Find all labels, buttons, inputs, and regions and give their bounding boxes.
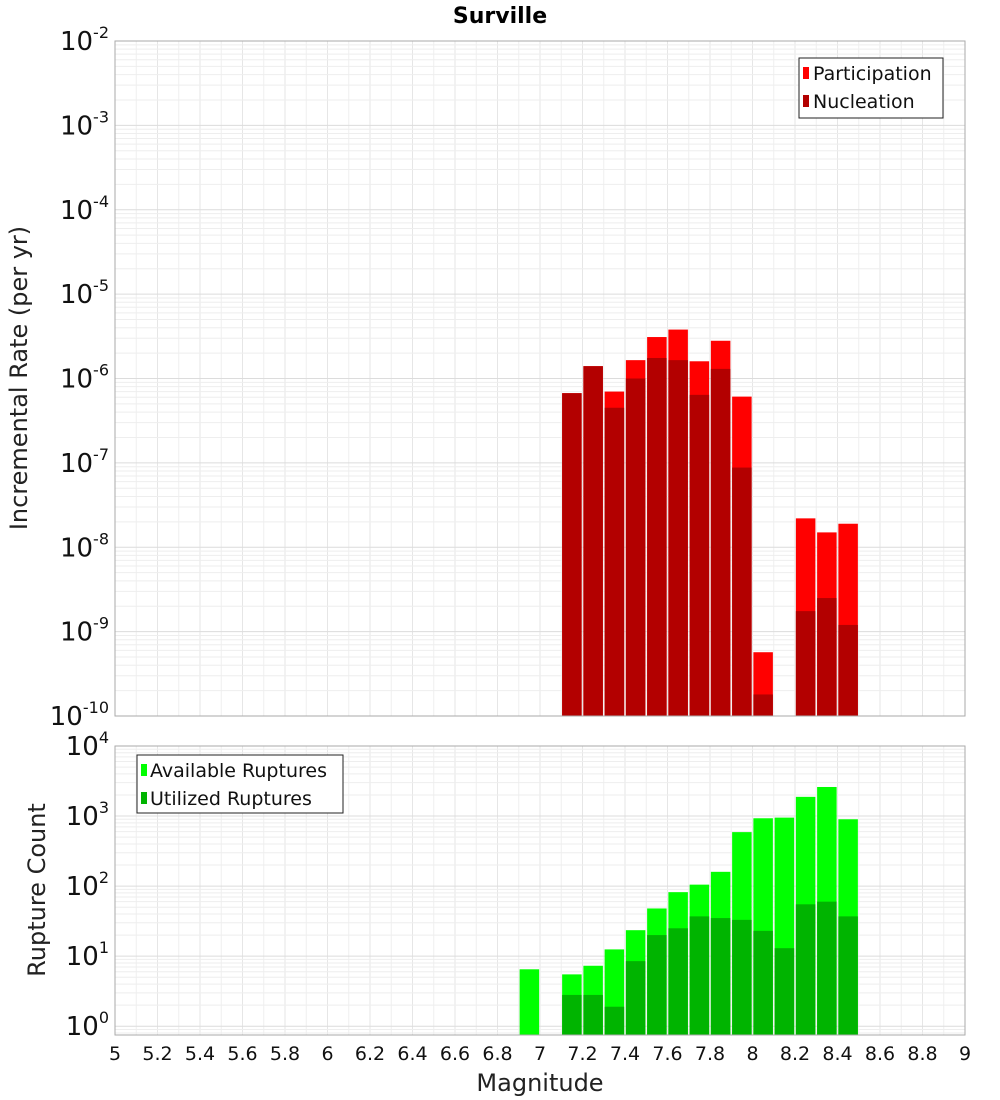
bar-nucleation xyxy=(817,598,837,716)
x-tick-labels: 5 5.2 5.4 5.6 5.8 6 6.2 6.4 6.6 6.8 7 7.2 7.4 7.6 7.8 8… xyxy=(109,1043,971,1065)
bar-nucleation xyxy=(732,467,752,716)
y-tick-label: 10-3 xyxy=(60,107,109,141)
bar-nucleation xyxy=(838,624,858,716)
x-tick-label: 8.2 xyxy=(780,1043,810,1065)
x-tick-label: 9 xyxy=(959,1043,971,1065)
x-tick-label: 6 xyxy=(321,1043,333,1065)
y-tick-label: 100 xyxy=(66,1008,109,1042)
bar-utilized-ruptures xyxy=(710,918,731,1035)
bar-utilized-ruptures xyxy=(604,1006,625,1035)
top-legend-box xyxy=(798,57,944,119)
legend-swatch-available xyxy=(141,764,147,776)
top-legend: Participation Nucleation xyxy=(798,57,944,119)
x-axis-label: Magnitude xyxy=(476,1069,603,1097)
bar-nucleation xyxy=(583,366,603,716)
bar-nucleation xyxy=(689,394,710,716)
incremental-rate-panel: 10-10 10-9 10-8 10-7 10-6 10-5 10-4 10-3 10-2 In… xyxy=(5,23,966,732)
bar-utilized-ruptures xyxy=(689,916,710,1035)
bottom-y-axis-label: Rupture Count xyxy=(23,803,51,977)
bar-utilized-ruptures xyxy=(732,919,752,1035)
legend-label-utilized: Utilized Ruptures xyxy=(150,788,312,810)
y-tick-label: 103 xyxy=(66,798,109,832)
y-tick-label: 10-4 xyxy=(60,192,109,226)
y-tick-label: 10-7 xyxy=(60,445,109,479)
y-tick-label: 101 xyxy=(66,938,109,972)
bar-utilized-ruptures xyxy=(838,916,858,1035)
bar-utilized-ruptures xyxy=(817,901,837,1035)
bar-utilized-ruptures xyxy=(753,930,773,1035)
top-y-axis-label: Incremental Rate (per yr) xyxy=(5,226,33,530)
bar-utilized-ruptures xyxy=(562,994,582,1035)
x-tick-label: 5.4 xyxy=(185,1043,215,1065)
y-tick-label: 10-10 xyxy=(50,698,109,732)
bar-utilized-ruptures xyxy=(668,928,688,1035)
bar-nucleation xyxy=(562,393,582,716)
bottom-plot-frame xyxy=(114,745,966,1036)
x-tick-label: 8 xyxy=(746,1043,758,1065)
x-tick-label: 7.6 xyxy=(652,1043,682,1065)
top-plot-frame xyxy=(114,40,966,717)
x-tick-label: 8.6 xyxy=(865,1043,895,1065)
y-tick-label: 10-6 xyxy=(60,361,109,395)
bar-nucleation xyxy=(668,360,688,716)
legend-label-available: Available Ruptures xyxy=(150,760,327,782)
bar-utilized-ruptures xyxy=(583,994,603,1035)
chart-title: Surville xyxy=(453,4,547,29)
bar-nucleation xyxy=(753,694,773,716)
x-tick-label: 7.4 xyxy=(610,1043,640,1065)
x-tick-label: 5 xyxy=(109,1043,121,1065)
bottom-y-ticks: 100 101 102 103 104 xyxy=(66,728,109,1042)
bottom-legend-box xyxy=(136,754,344,814)
y-tick-label: 104 xyxy=(66,728,109,762)
x-tick-label: 5.2 xyxy=(142,1043,172,1065)
bar-nucleation xyxy=(625,378,646,716)
bar-nucleation xyxy=(795,611,816,716)
legend-swatch-participation xyxy=(803,67,809,79)
y-tick-label: 102 xyxy=(66,868,109,902)
y-tick-label: 10-2 xyxy=(60,23,109,57)
x-tick-label: 8.8 xyxy=(907,1043,937,1065)
top-y-ticks: 10-10 10-9 10-8 10-7 10-6 10-5 10-4 10-3 10-2 xyxy=(50,23,109,732)
x-tick-label: 5.6 xyxy=(227,1043,257,1065)
x-tick-label: 6.6 xyxy=(440,1043,470,1065)
bar-utilized-ruptures xyxy=(625,961,646,1035)
x-tick-label: 5.8 xyxy=(270,1043,300,1065)
legend-swatch-nucleation xyxy=(803,95,809,107)
x-tick-label: 6.8 xyxy=(482,1043,512,1065)
legend-label-nucleation: Nucleation xyxy=(813,91,915,113)
bar-nucleation xyxy=(710,368,731,716)
x-tick-label: 7 xyxy=(534,1043,546,1065)
bar-nucleation xyxy=(647,357,667,716)
rupture-count-panel: 100 101 102 103 104 5 5.2 5.4 5.6 5.8 6 6.2 6.4 6.6 6… xyxy=(23,728,971,1097)
y-tick-label: 10-5 xyxy=(60,276,109,310)
bar-nucleation xyxy=(604,407,625,716)
y-tick-label: 10-8 xyxy=(60,529,109,563)
bar-utilized-ruptures xyxy=(647,935,667,1035)
bar-utilized-ruptures xyxy=(795,904,816,1035)
bar-available-ruptures xyxy=(519,969,540,1035)
x-tick-label: 7.8 xyxy=(695,1043,725,1065)
top-bars xyxy=(562,329,858,716)
x-tick-label: 6.2 xyxy=(355,1043,385,1065)
x-tick-label: 8.4 xyxy=(822,1043,852,1065)
legend-swatch-utilized xyxy=(141,792,147,804)
bottom-bars xyxy=(519,786,858,1035)
x-tick-label: 7.2 xyxy=(567,1043,597,1065)
y-tick-label: 10-9 xyxy=(60,614,109,648)
x-tick-label: 6.4 xyxy=(397,1043,427,1065)
bottom-legend: Available Ruptures Utilized Ruptures xyxy=(136,754,344,814)
legend-label-participation: Participation xyxy=(813,63,932,85)
top-grid xyxy=(114,41,966,717)
bar-utilized-ruptures xyxy=(774,948,795,1035)
